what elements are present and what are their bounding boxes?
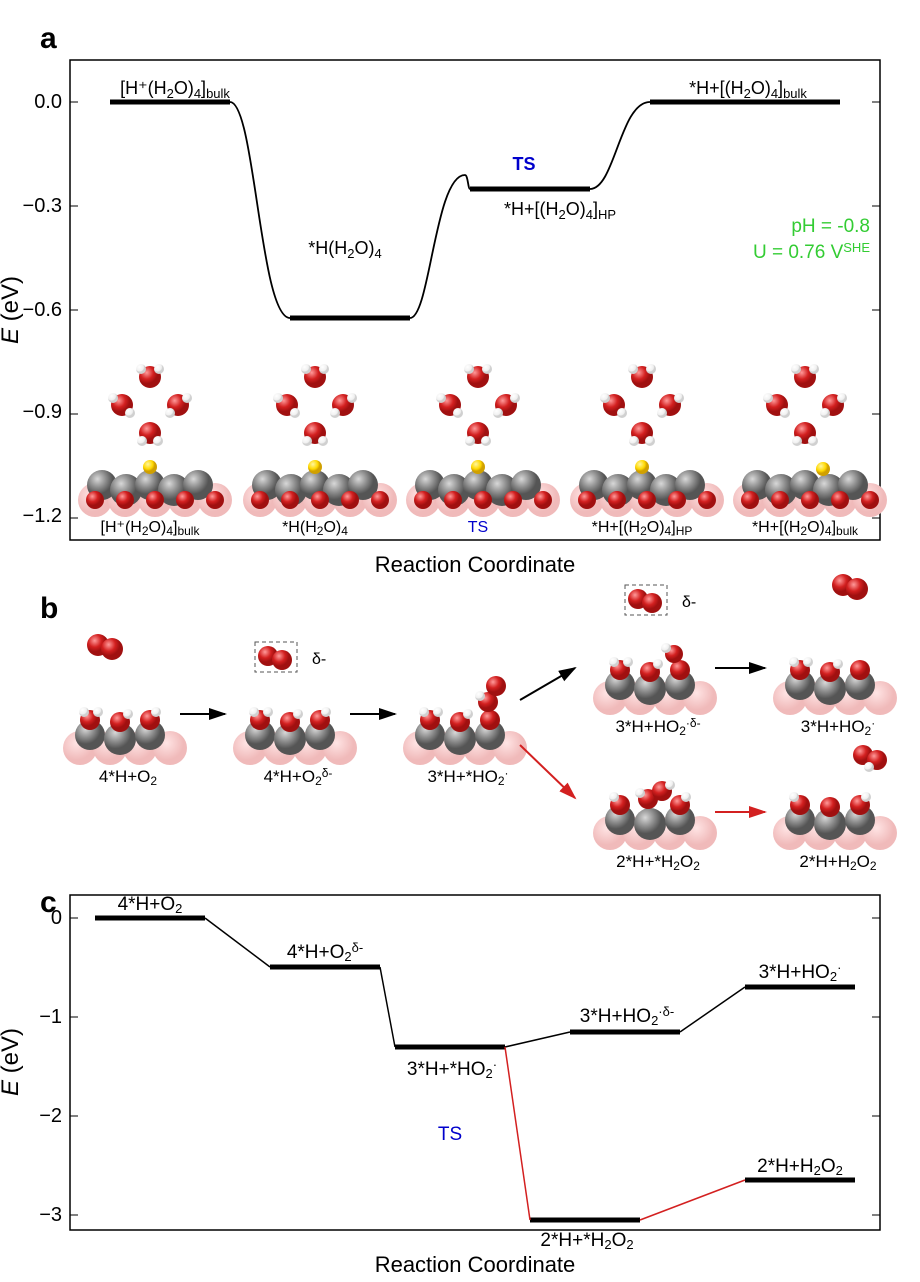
node-n2: δ- 4*H+O2δ- — [233, 642, 357, 788]
svg-text:0.0: 0.0 — [34, 91, 62, 113]
node-n6: 2*H+*H2O2 — [593, 780, 717, 873]
panel-c-red-path — [505, 1047, 745, 1220]
svg-text:4*H+O2δ-: 4*H+O2δ- — [264, 766, 333, 788]
node-n3: 3*H+*HO2· — [403, 676, 527, 788]
panel-a-curve — [110, 102, 840, 318]
svg-text:4*H+O2δ-: 4*H+O2δ- — [287, 940, 363, 964]
panel-a-state-labels: [H⁺(H2O)4]bulk *H(H2O)4 TS *H+[(H2O)4]HP… — [120, 78, 807, 261]
svg-text:2*H+*H2O2: 2*H+*H2O2 — [540, 1230, 633, 1252]
svg-text:−2: −2 — [39, 1105, 62, 1127]
svg-text:*H+[(H2O)4]HP: *H+[(H2O)4]HP — [504, 199, 616, 222]
edge-n3-n6 — [520, 745, 575, 798]
svg-text:−0.6: −0.6 — [23, 299, 62, 321]
svg-text:*H(H2O)4: *H(H2O)4 — [282, 519, 348, 538]
svg-text:δ-: δ- — [312, 651, 326, 668]
figure-svg: a 0.0 −0.3 −0.6 −0.9 −1.2 E (eV) [H⁺(H2O… — [0, 0, 920, 1282]
node-n7: 2*H+H2O2 — [773, 792, 897, 873]
panel-a-xlabel: Reaction Coordinate — [375, 552, 576, 577]
svg-text:−0.3: −0.3 — [23, 195, 62, 217]
svg-text:−0.9: −0.9 — [23, 401, 62, 423]
node-n1: 4*H+O2 — [63, 634, 187, 788]
svg-text:*H+[(H2O)4]HP: *H+[(H2O)4]HP — [592, 519, 693, 538]
svg-text:U = 0.76 VSHE: U = 0.76 VSHE — [753, 240, 870, 263]
ts-label: TS — [512, 154, 535, 174]
panel-c-black-path — [205, 918, 745, 1047]
edge-n3-n4 — [520, 668, 575, 700]
svg-text:3*H+HO2·: 3*H+HO2· — [801, 716, 875, 738]
node-n4: δ- 3*H+HO2·δ- — [593, 585, 717, 738]
panel-a: a 0.0 −0.3 −0.6 −0.9 −1.2 E (eV) [H⁺(H2O… — [0, 22, 880, 540]
svg-text:4*H+O2: 4*H+O2 — [99, 767, 158, 788]
panel-c-ts: TS — [438, 1124, 462, 1145]
panel-a-ylabel: E (eV) — [0, 276, 24, 344]
svg-text:0: 0 — [51, 907, 62, 929]
svg-text:δ-: δ- — [682, 594, 696, 611]
svg-text:2*H+H2O2: 2*H+H2O2 — [799, 852, 876, 873]
svg-text:−1.2: −1.2 — [23, 505, 62, 527]
node-n5: 3*H+HO2· — [773, 657, 897, 738]
panel-b-label: b — [40, 592, 58, 625]
svg-text:2*H+H2O2: 2*H+H2O2 — [757, 1156, 843, 1178]
svg-text:3*H+*HO2·: 3*H+*HO2· — [427, 766, 508, 788]
panel-c: c 0 −1 −2 −3 E (eV) 4*H+O2 4*H+O2δ- — [0, 886, 880, 1252]
svg-text:3*H+HO2·δ-: 3*H+HO2·δ- — [615, 716, 700, 738]
svg-text:3*H+HO2·δ-: 3*H+HO2·δ- — [580, 1004, 674, 1028]
panel-b: b 4*H+O2 δ- 4*H+O2δ- 3*H+*HO2· — [40, 574, 897, 873]
panel-a-structures: [H⁺(H2O)4]bulk *H(H2O)4 TS *H+[(H2O)4]HP… — [78, 364, 887, 538]
svg-text:−3: −3 — [39, 1204, 62, 1226]
panel-c-state-labels: 4*H+O2 4*H+O2δ- 3*H+*HO2· 3*H+HO2·δ- 3*H… — [118, 894, 843, 1252]
svg-text:−1: −1 — [39, 1006, 62, 1028]
svg-text:pH = -0.8: pH = -0.8 — [791, 216, 870, 237]
svg-text:*H(H2O)4: *H(H2O)4 — [308, 238, 381, 261]
svg-text:4*H+O2: 4*H+O2 — [118, 894, 183, 916]
panel-a-label: a — [40, 22, 57, 55]
svg-text:*H+[(H2O)4]bulk: *H+[(H2O)4]bulk — [689, 78, 807, 101]
panel-c-xlabel: Reaction Coordinate — [375, 1252, 576, 1277]
svg-text:TS: TS — [468, 519, 488, 536]
svg-text:[H⁺(H2O)4]bulk: [H⁺(H2O)4]bulk — [120, 78, 230, 101]
svg-text:[H⁺(H2O)4]bulk: [H⁺(H2O)4]bulk — [101, 519, 201, 538]
panel-c-ylabel: E (eV) — [0, 1028, 24, 1096]
svg-text:*H+[(H2O)4]bulk: *H+[(H2O)4]bulk — [752, 519, 859, 538]
svg-text:3*H+*HO2·: 3*H+*HO2· — [407, 1057, 497, 1081]
svg-text:2*H+*H2O2: 2*H+*H2O2 — [616, 852, 700, 873]
svg-text:3*H+HO2·: 3*H+HO2· — [759, 960, 842, 984]
panel-a-conditions: pH = -0.8 U = 0.76 VSHE — [753, 216, 870, 263]
figure: a 0.0 −0.3 −0.6 −0.9 −1.2 E (eV) [H⁺(H2O… — [0, 0, 920, 1282]
